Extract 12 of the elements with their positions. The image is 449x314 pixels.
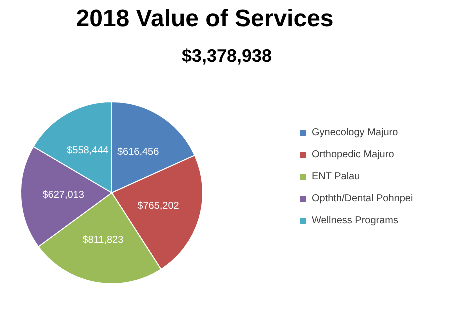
data-label: $558,444 <box>67 145 110 156</box>
legend-label: Opthth/Dental Pohnpei <box>312 194 414 204</box>
data-label: $627,013 <box>42 190 85 201</box>
data-label: $765,202 <box>138 201 180 212</box>
legend-label: Gynecology Majuro <box>312 128 399 138</box>
legend-label: Orthopedic Majuro <box>312 150 395 160</box>
data-label: $616,456 <box>117 146 160 158</box>
data-label: $811,823 <box>82 235 124 246</box>
chart-title: 2018 Value of Services <box>76 6 334 32</box>
legend-label: ENT Palau <box>312 172 360 182</box>
legend-label: Wellness Programs <box>312 216 399 226</box>
chart-subtitle: $3,378,938 <box>182 46 272 66</box>
